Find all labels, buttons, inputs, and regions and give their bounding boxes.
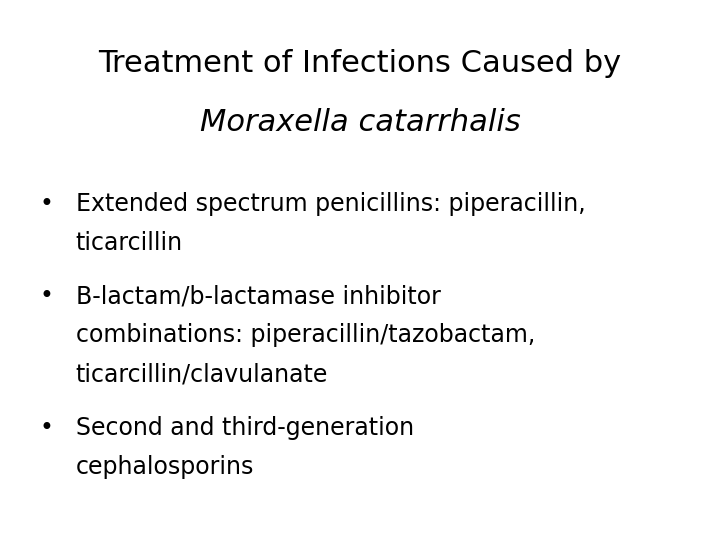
Text: combinations: piperacillin/tazobactam,: combinations: piperacillin/tazobactam, (76, 323, 535, 347)
Text: •: • (40, 192, 53, 215)
Text: ticarcillin: ticarcillin (76, 231, 183, 255)
Text: Moraxella catarrhalis: Moraxella catarrhalis (199, 108, 521, 137)
Text: Treatment of Infections Caused by: Treatment of Infections Caused by (99, 49, 621, 78)
Text: •: • (40, 416, 53, 440)
Text: Second and third-generation: Second and third-generation (76, 416, 414, 440)
Text: ticarcillin/clavulanate: ticarcillin/clavulanate (76, 363, 328, 387)
Text: •: • (40, 284, 53, 308)
Text: B-lactam/b-lactamase inhibitor: B-lactam/b-lactamase inhibitor (76, 284, 441, 308)
Text: cephalosporins: cephalosporins (76, 455, 254, 479)
Text: Extended spectrum penicillins: piperacillin,: Extended spectrum penicillins: piperacil… (76, 192, 585, 215)
